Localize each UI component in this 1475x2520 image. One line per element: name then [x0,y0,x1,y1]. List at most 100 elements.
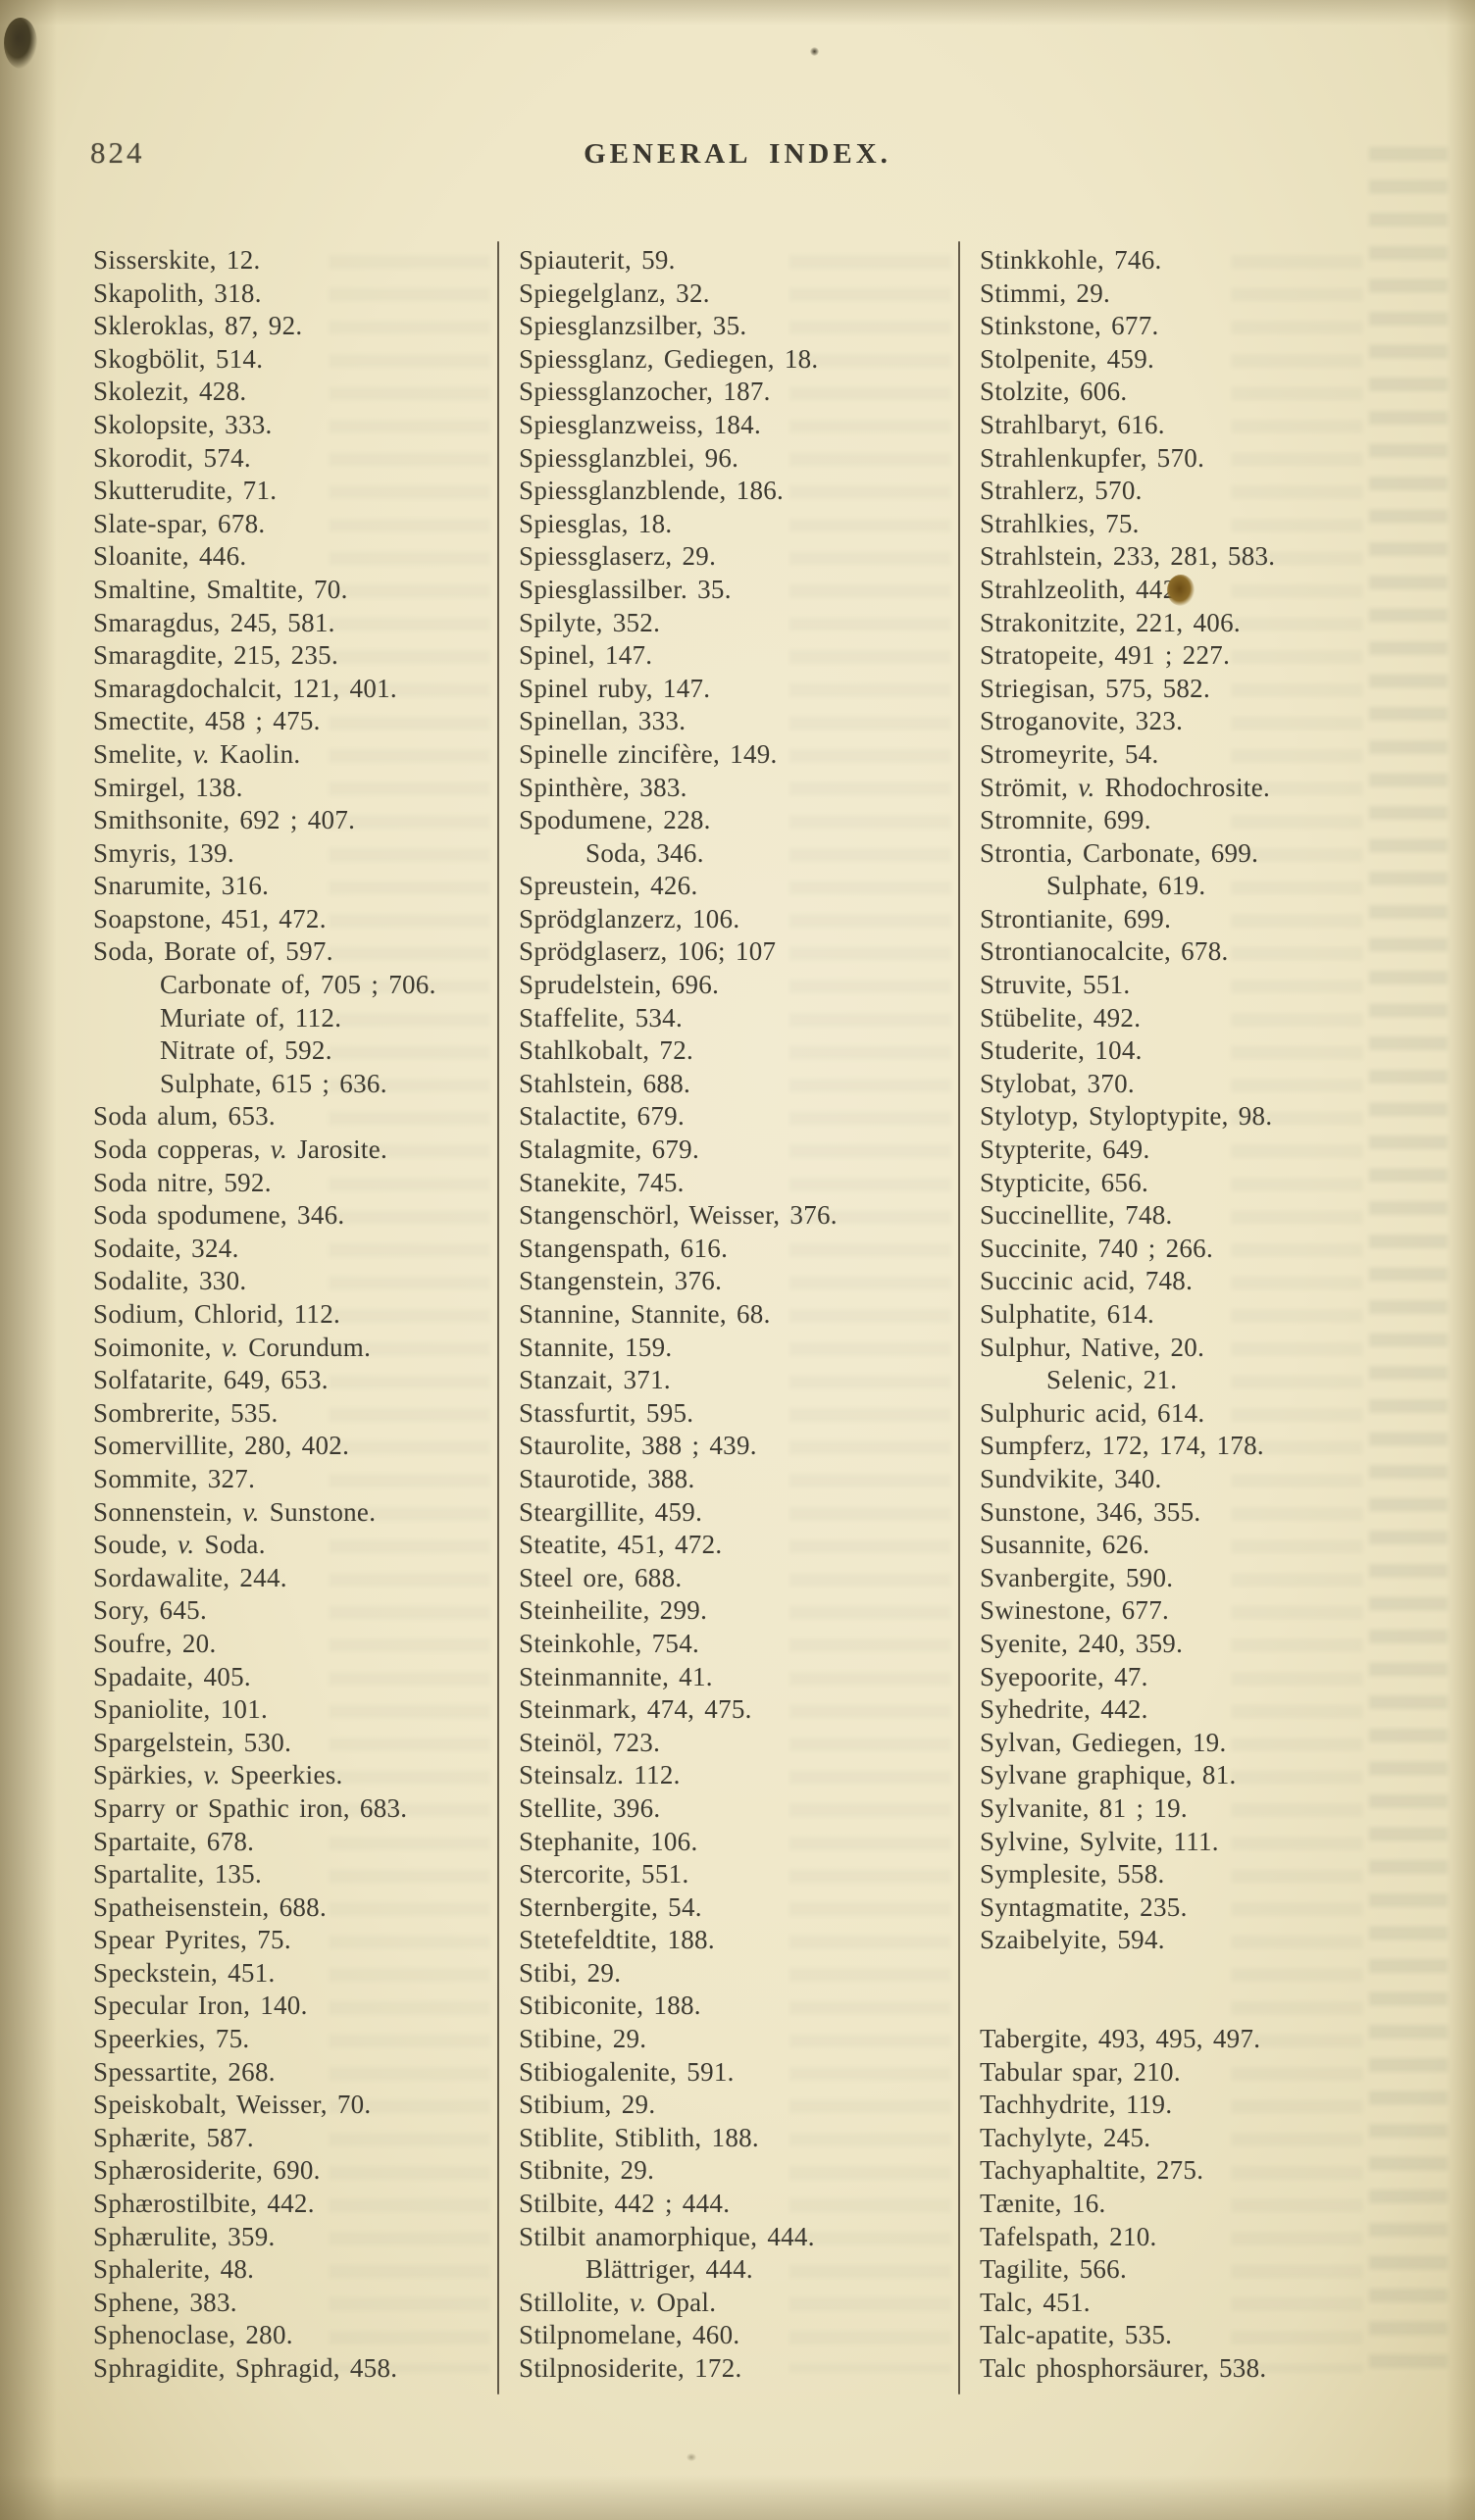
index-entry: Skolopsite, 333. [93,409,273,439]
index-entry: Spreustein, 426. [519,871,698,901]
index-entry: Stibiconite, 188. [519,1991,701,2021]
index-entry: Smectite, 458 ; 475. [93,706,321,736]
index-entry: Succinic acid, 748. [980,1266,1194,1296]
index-entry: Solfatarite, 649, 653. [93,1365,329,1395]
index-entry: Stahlstein, 688. [519,1068,691,1098]
index-entry: Sommite, 327. [93,1463,256,1493]
index-entry: Soude, v. Soda. [93,1530,266,1560]
index-entry: Smaragdite, 215, 235. [93,640,339,671]
index-entry: Stilpnomelane, 460. [519,2320,740,2350]
index-entry: Soda alum, 653. [93,1101,276,1132]
index-entry: Sisserskite, 12. [93,245,261,275]
index-entry: Spargelstein, 530. [93,1727,292,1757]
index-entry: Stromeyrite, 54. [980,738,1159,769]
index-entry: Sprödglanzerz, 106. [519,903,740,933]
index-column-2: Spiauterit, 59. Spiegelglanz, 32. Spiesgla… [519,244,952,2386]
index-entry: Stinkstone, 677. [980,311,1159,341]
index-entry: Skutterudite, 71. [93,476,278,506]
index-entry: Sulphate, 619. [1046,871,1206,901]
index-entry: Strontia, Carbonate, 699. [980,837,1259,868]
index-entry: Stanzait, 371. [519,1365,671,1395]
index-entry: Spartaite, 678. [93,1826,255,1856]
index-entry: Spinelle zincifère, 149. [519,738,778,769]
index-entry: Sodaite, 324. [93,1233,239,1263]
index-entry: Spatheisenstein, 688. [93,1891,328,1922]
ink-blot [1167,574,1195,606]
index-entry: Stercorite, 551. [519,1859,689,1890]
index-entry: Stromnite, 699. [980,805,1151,835]
index-entry: Stanekite, 745. [519,1167,685,1197]
index-entry: Smirgel, 138. [93,772,243,802]
index-entry: Speiskobalt, Weisser, 70. [93,2090,372,2120]
index-entry: Sphærosiderite, 690. [93,2155,321,2186]
index-entry: Stylotyp, Styloptypite, 98. [980,1101,1273,1132]
index-entry: Syenite, 240, 359. [980,1628,1184,1658]
index-entry: Soda copperas, v. Jarosite. [93,1134,388,1165]
index-entry: Sprödglaserz, 106; 107 [519,936,777,967]
index-entry: Nitrate of, 592. [160,1035,332,1066]
index-entry: Steinmannite, 41. [519,1661,713,1691]
showthrough-ghost-text [1369,147,1448,2373]
index-entry: Sory, 645. [93,1595,208,1626]
index-entry: Sombrerite, 535. [93,1397,279,1428]
index-entry: Strontianite, 699. [980,903,1172,933]
index-entry: Skogbölit, 514. [93,343,264,374]
index-entry: Stibium, 29. [519,2090,656,2120]
index-entry: Smithsonite, 692 ; 407. [93,805,356,835]
index-entry: Tænite, 16. [980,2189,1106,2219]
index-entry: Staurotide, 388. [519,1463,695,1493]
index-entry: Specular Iron, 140. [93,1991,308,2021]
index-entry: Sumpferz, 172, 174, 178. [980,1431,1264,1461]
index-column-3: Stinkkohle, 746. Stimmi, 29. Stinkstone, 6… [980,244,1456,2386]
index-entry: Struvite, 551. [980,970,1131,1000]
scan-blemish [687,2453,696,2461]
page-edge-shadow [0,0,1475,25]
index-entry: Szaibelyite, 594. [980,1925,1165,1955]
index-entry: Steinöl, 723. [519,1727,661,1757]
index-entry: Syhedrite, 442. [980,1694,1148,1725]
index-entry: Spodumene, 228. [519,805,711,835]
index-entry: Tachhydrite, 119. [980,2090,1173,2120]
index-entry: Sonnenstein, v. Sunstone. [93,1496,377,1527]
index-entry: Spilyte, 352. [519,607,661,637]
index-entry: Spaniolite, 101. [93,1694,269,1725]
column-rule [497,241,499,2394]
page-title: GENERAL INDEX. [584,138,891,170]
index-entry: Svanbergite, 590. [980,1562,1174,1592]
index-entry: Smaragdus, 245, 581. [93,607,335,637]
index-entry: Steargillite, 459. [519,1496,703,1527]
index-entry: Stetefeldtite, 188. [519,1925,715,1955]
index-entry: Sulphur, Native, 20. [980,1332,1205,1362]
index-entry: Sylvine, Sylvite, 111. [980,1826,1219,1856]
index-entry: Strahlkies, 75. [980,508,1140,538]
index-entry: Spear Pyrites, 75. [93,1925,291,1955]
index-entry: Steinsalz. 112. [519,1760,681,1790]
index-entry: Talc, 451. [980,2287,1091,2317]
index-entry: Stolzite, 606. [980,377,1128,407]
index-entry: Steel ore, 688. [519,1562,683,1592]
index-entry: Stübelite, 492. [980,1002,1142,1033]
index-entry: Sphærostilbite, 442. [93,2189,315,2219]
index-entry: Stypterite, 649. [980,1134,1150,1165]
page-edge-shadow [0,0,57,2520]
index-entry: Stahlkobalt, 72. [519,1035,694,1066]
index-entry: Syepoorite, 47. [980,1661,1148,1691]
index-entry: Sternbergite, 54. [519,1891,702,1922]
index-entry: Speerkies, 75. [93,2024,250,2054]
index-entry: Soimonite, v. Corundum. [93,1332,372,1362]
index-entry: Strahlzeolith, 442. [980,574,1456,607]
index-entry: Stibine, 29. [519,2024,647,2054]
index-entry: Sulphate, 615 ; 636. [160,1068,387,1098]
index-entry: Stalactite, 679. [519,1101,686,1132]
index-entry: Spinellan, 333. [519,706,687,736]
index-entry: Spiessglanz, Gediegen, 18. [519,343,819,374]
index-entry: Sphalerite, 48. [93,2254,255,2285]
index-entry: Stibnite, 29. [519,2155,655,2186]
index-entry: Sphærulite, 359. [93,2221,276,2251]
showthrough-ghost-text [1231,255,1363,2373]
index-entry: Selenic, 21. [1046,1365,1178,1395]
index-entry: Stalagmite, 679. [519,1134,700,1165]
showthrough-ghost-text [789,255,951,2373]
index-entry: Stylobat, 370. [980,1068,1135,1098]
index-entry: Smaragdochalcit, 121, 401. [93,673,397,703]
